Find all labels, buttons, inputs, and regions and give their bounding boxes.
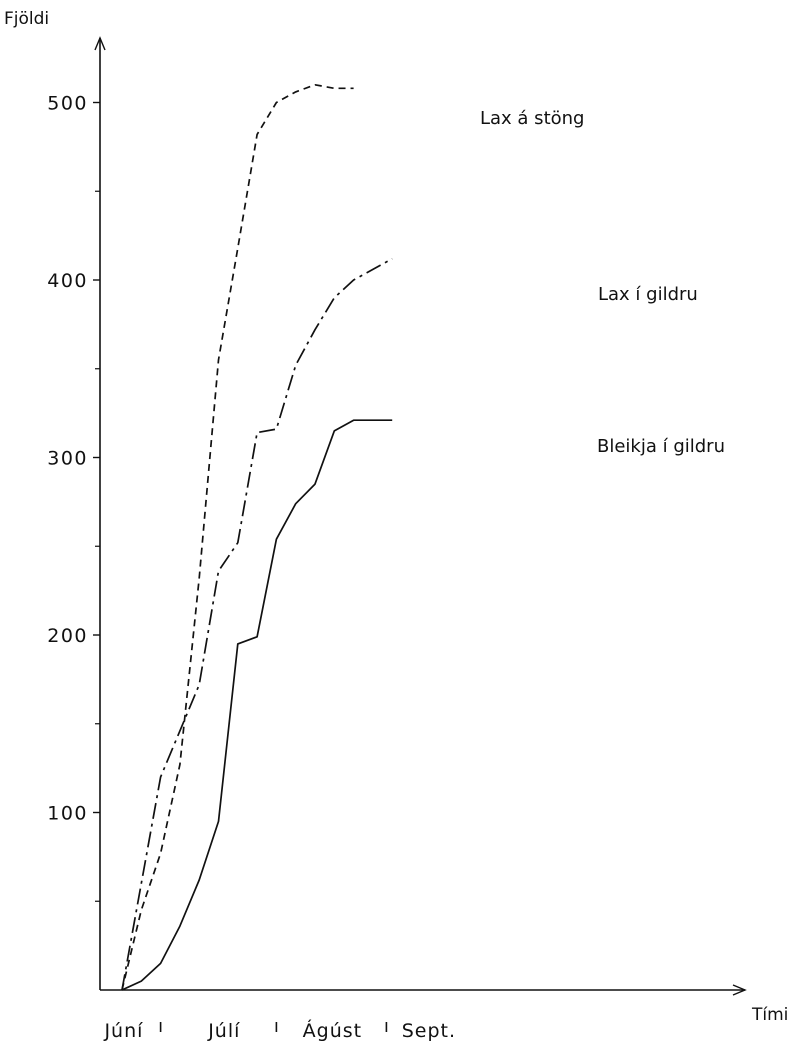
y-tick-label: 500 <box>47 93 88 115</box>
y-axis-title: Fjöldi <box>4 9 49 29</box>
series-line-1 <box>121 257 393 991</box>
axes: Fjöldi Tími <box>4 9 788 1025</box>
x-axis-title: Tími <box>751 1005 788 1025</box>
y-tick-label: 200 <box>47 625 88 647</box>
series-label-bleikja-i-gildru: Bleikja í gildru <box>597 436 725 457</box>
x-month-label: Júní <box>103 1020 143 1042</box>
y-ticks: 100 200 300 400 500 <box>47 93 100 902</box>
x-month-label: Júlí <box>207 1020 240 1042</box>
series-labels: Lax á stöng Lax í gildru Bleikja í gildr… <box>480 108 725 457</box>
series-line-2 <box>121 419 393 991</box>
x-axis-arrow <box>732 984 747 996</box>
series-label-lax-i-gildru: Lax í gildru <box>598 284 698 305</box>
y-tick-label: 300 <box>47 448 88 470</box>
series-lines <box>121 83 393 991</box>
y-tick-label: 400 <box>47 270 88 292</box>
series-line-0 <box>121 83 354 991</box>
series-label-lax-a-stong: Lax á stöng <box>480 108 584 129</box>
x-month-labels: Júní Júlí Ágúst Sept. <box>103 1019 456 1042</box>
x-month-label: Ágúst <box>303 1019 362 1042</box>
y-tick-label: 100 <box>47 803 88 825</box>
x-month-label: Sept. <box>402 1020 456 1042</box>
y-axis-arrow <box>94 36 106 51</box>
